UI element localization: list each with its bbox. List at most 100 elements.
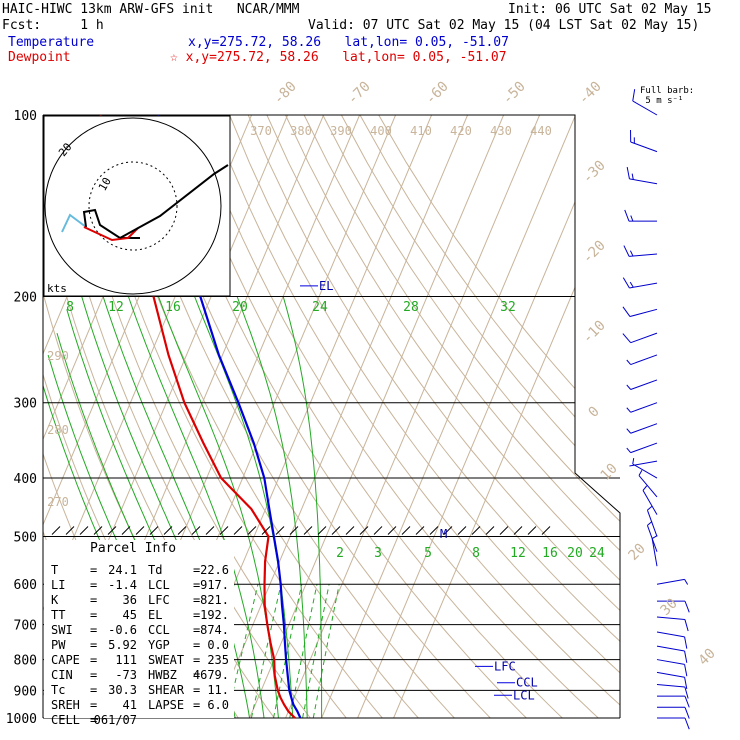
parcel-value: 821. bbox=[200, 593, 229, 607]
hatch-mark bbox=[303, 526, 313, 535]
mixing-ratio-upper-label: 16 bbox=[165, 300, 181, 315]
mixing-ratio-lower-label: 5 bbox=[424, 546, 432, 561]
wind-barb-flag bbox=[684, 707, 690, 719]
wind-barb bbox=[626, 354, 658, 366]
mixing-ratio-lower-label: 24 bbox=[589, 546, 605, 561]
barb-legend-line2: 5 m s⁻¹ bbox=[645, 96, 684, 106]
wind-barb-flag bbox=[684, 650, 688, 663]
wind-barb-flag bbox=[632, 458, 635, 465]
legend-dewpoint-latlon-label: lat,lon= bbox=[342, 50, 405, 65]
wind-barb-staff bbox=[656, 671, 685, 678]
moist-adiabat-label: 390 bbox=[330, 124, 352, 138]
moist-adiabat-label: 410 bbox=[410, 124, 432, 138]
wind-barb-staff bbox=[638, 475, 658, 498]
parcel-value: 917. bbox=[200, 578, 229, 592]
parcel-eq: = bbox=[193, 653, 200, 667]
hatch-mark bbox=[275, 526, 285, 535]
wind-barb bbox=[657, 600, 690, 613]
mixing-ratio-lower-label: 3 bbox=[374, 546, 382, 561]
wind-barb-flag bbox=[622, 333, 632, 344]
isotherm-line bbox=[213, 115, 469, 718]
dry-adiabat bbox=[247, 115, 620, 718]
hatch-mark bbox=[317, 526, 327, 535]
parcel-key: Tc bbox=[51, 683, 65, 697]
wind-barb bbox=[656, 659, 688, 677]
parcel-eq: = bbox=[90, 623, 97, 637]
parcel-value: 4679. bbox=[193, 668, 229, 682]
wind-barb bbox=[656, 645, 688, 663]
pressure-tick-label: 1000 bbox=[6, 712, 37, 727]
wind-barb-flag bbox=[684, 686, 689, 699]
wind-barb-flag bbox=[638, 470, 643, 476]
hatch-mark bbox=[177, 526, 187, 535]
parcel-value: 11. bbox=[207, 683, 229, 697]
legend-temperature-latlon-label: lat,lon= bbox=[344, 35, 408, 50]
mixing-ratio-upper-label: 32 bbox=[500, 300, 516, 315]
level-marker-m: M bbox=[440, 527, 447, 541]
hodograph-units: kts bbox=[47, 282, 67, 295]
legend-dewpoint-coords: ☆ x,y=275.72, 58.26 lat,lon= 0.05, -51.0… bbox=[170, 50, 507, 65]
wind-barb bbox=[651, 535, 658, 567]
wind-barb bbox=[622, 306, 658, 318]
wind-barb-staff bbox=[651, 538, 658, 567]
pressure-tick-label: 100 bbox=[14, 109, 37, 124]
hatch-mark bbox=[289, 526, 299, 535]
parcel-value: 24.1 bbox=[108, 563, 137, 577]
parcel-key: YGP bbox=[148, 638, 170, 652]
parcel-value: 5.92 bbox=[108, 638, 137, 652]
isotherm-tick-label: -80 bbox=[271, 79, 300, 108]
wind-barb-flag bbox=[632, 89, 636, 102]
wind-barb-staff bbox=[630, 332, 658, 344]
wind-barbs bbox=[622, 89, 690, 730]
wind-barb bbox=[622, 277, 658, 289]
mixing-ratio-lower-label: 12 bbox=[510, 546, 526, 561]
hatch-mark bbox=[331, 526, 341, 535]
barb-legend: Full barb: 5 m s⁻¹ bbox=[640, 86, 694, 106]
wind-barb bbox=[630, 130, 658, 153]
mixing-ratio-upper-label: 28 bbox=[403, 300, 419, 315]
parcel-eq: = bbox=[193, 578, 200, 592]
parcel-key: PW bbox=[51, 638, 66, 652]
wind-barb-staff bbox=[656, 659, 685, 665]
wind-barb bbox=[624, 209, 657, 222]
hodograph-trace-segment bbox=[61, 213, 87, 233]
wind-barb-staff bbox=[630, 141, 658, 153]
hodograph-trace-segment bbox=[83, 226, 139, 242]
parcel-value: 874. bbox=[200, 623, 229, 637]
wind-barb-staff bbox=[656, 684, 685, 688]
dry-adiabat bbox=[135, 115, 491, 718]
wind-barb bbox=[656, 616, 689, 632]
wind-barb bbox=[657, 695, 690, 708]
wind-barb-flag bbox=[626, 166, 630, 179]
pressure-tick-label: 300 bbox=[14, 397, 37, 412]
parcel-value: 235 bbox=[207, 653, 229, 667]
wind-barb-staff bbox=[629, 282, 658, 289]
wind-barb-flag bbox=[630, 215, 634, 222]
hatch-mark bbox=[541, 526, 551, 535]
hatch-mark bbox=[415, 526, 425, 535]
parcel-key: SWI bbox=[51, 623, 73, 637]
mixing-ratio-upper-label: 20 bbox=[232, 300, 248, 315]
parcel-eq: = bbox=[193, 668, 200, 682]
hatch-mark bbox=[345, 526, 355, 535]
level-marker-ccl: CCL bbox=[516, 676, 538, 690]
dry-adiabat bbox=[98, 115, 419, 718]
hatch-mark bbox=[65, 526, 75, 535]
parcel-eq: = bbox=[90, 698, 97, 712]
parcel-eq: = bbox=[90, 683, 97, 697]
parcel-hatch bbox=[51, 526, 551, 535]
dry-adiabat bbox=[266, 115, 620, 718]
wind-barb-flag bbox=[684, 664, 688, 677]
parcel-eq: = bbox=[193, 623, 200, 637]
hatch-mark bbox=[79, 526, 89, 535]
wind-barb-flag bbox=[623, 245, 630, 257]
wind-barb bbox=[656, 631, 688, 649]
parcel-eq: = bbox=[193, 593, 200, 607]
parcel-key: CELL bbox=[51, 713, 80, 727]
parcel-value: -73 bbox=[115, 668, 137, 682]
barb-legend-line1: Full barb: bbox=[640, 86, 695, 96]
legend-temperature-label: Temperature bbox=[8, 35, 95, 50]
wind-barb-flag bbox=[684, 579, 689, 585]
parcel-key: SHEAR bbox=[148, 683, 185, 697]
wind-barb bbox=[656, 684, 689, 699]
